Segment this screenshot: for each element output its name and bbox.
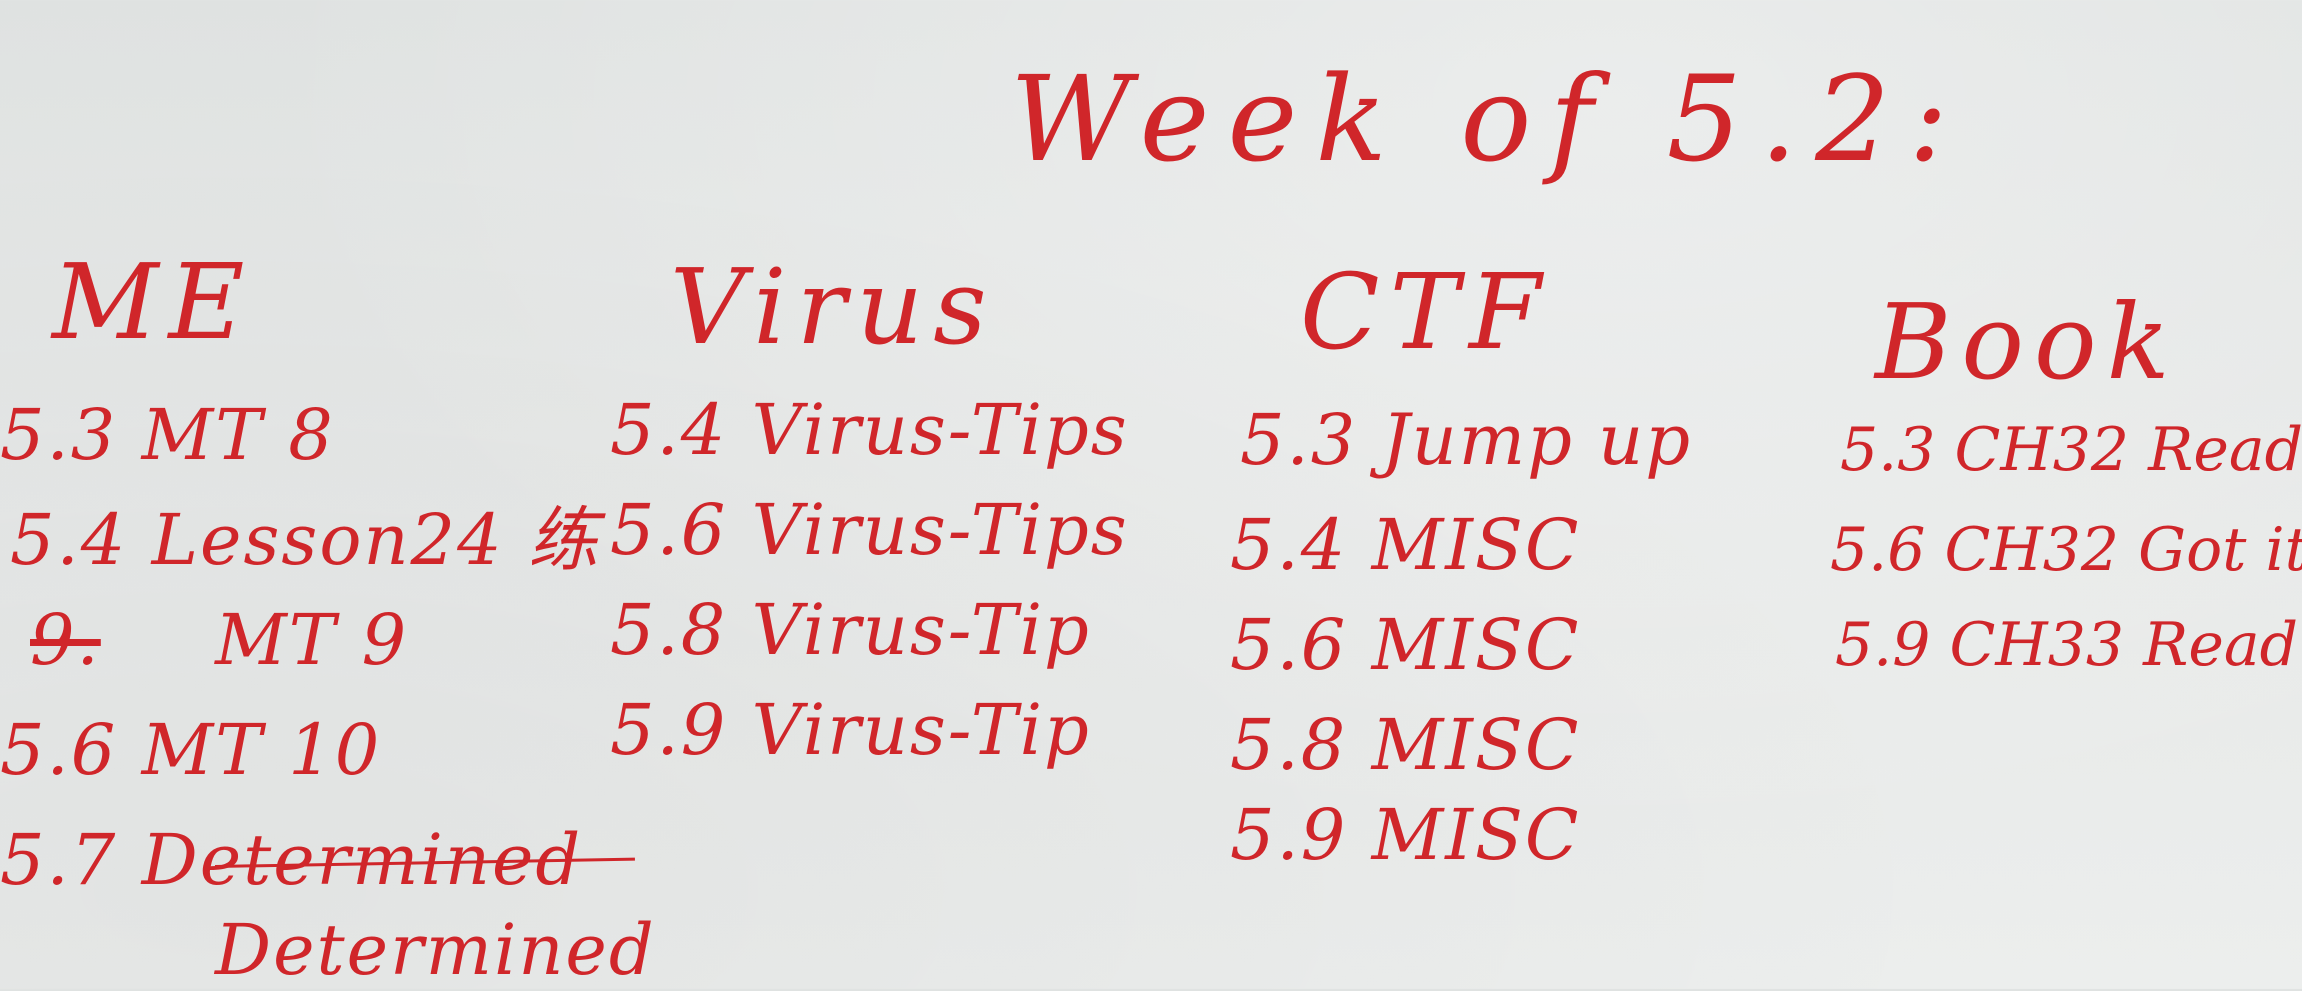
list-item: 5.3 Jump up — [1240, 399, 1693, 481]
list-item-text: MT 9 — [215, 599, 409, 681]
crossed-out-mark: 9. — [30, 599, 101, 681]
list-item: 9. MT 9 — [30, 605, 408, 675]
list-item: 5.3 MT 8 — [0, 394, 335, 476]
list-item: 5.9 Virus-Tip — [610, 689, 1091, 771]
board-title: Week of 5.2: — [1010, 50, 1966, 188]
list-item: 5.6 Virus-Tips — [610, 489, 1129, 571]
column-heading: Book — [1875, 281, 2180, 403]
column-heading: CTF — [1300, 251, 1552, 373]
column-heading: ME — [52, 241, 255, 363]
list-item: Determined — [215, 909, 656, 991]
list-item: 5.4 Lesson24 练 — [10, 499, 600, 581]
list-item: 5.8 Virus-Tip — [610, 589, 1091, 671]
column-heading: Virus — [670, 246, 997, 368]
list-item: 5.6 CH32 Got it — [1830, 515, 2302, 585]
list-item: 5.9 MISC — [1230, 794, 1581, 876]
list-item: 5.4 MISC — [1230, 504, 1581, 586]
list-item: 5.7 Determined — [0, 819, 583, 901]
list-item: 5.6 MT 10 — [0, 709, 382, 791]
list-item: 5.6 MISC — [1230, 604, 1581, 686]
list-item: 5.9 CH33 Read — [1835, 610, 2299, 680]
list-item: 5.3 CH32 Read — [1840, 415, 2302, 485]
list-item: 5.8 MISC — [1230, 704, 1581, 786]
list-item: 5.4 Virus-Tips — [610, 389, 1129, 471]
